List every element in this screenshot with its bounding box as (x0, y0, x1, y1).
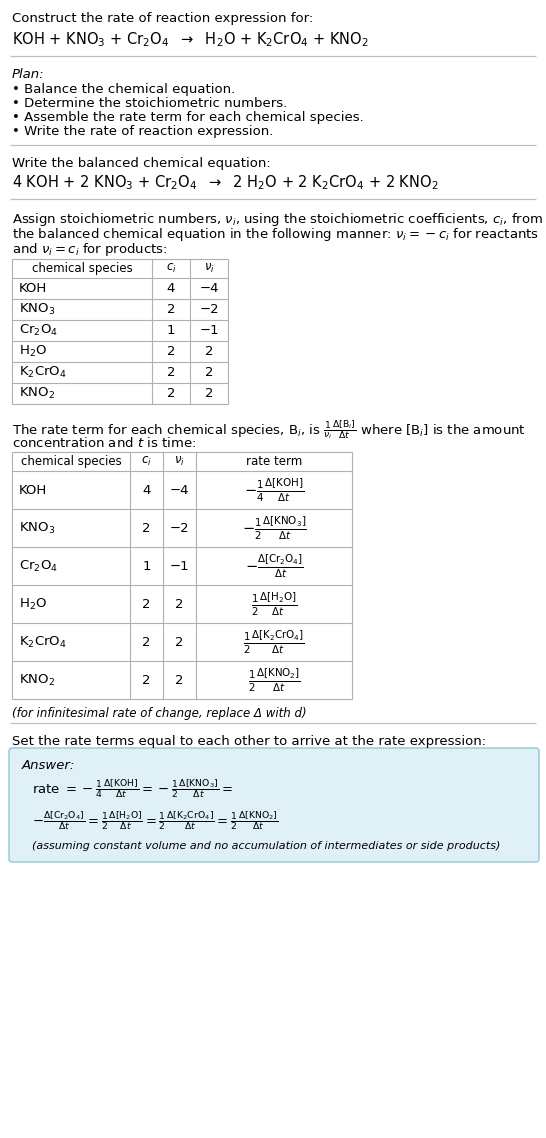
Text: $-\frac{1}{2}\frac{\Delta[\mathrm{KNO_3}]}{\Delta t}$: $-\frac{1}{2}\frac{\Delta[\mathrm{KNO_3}… (241, 514, 306, 542)
Text: Plan:: Plan: (12, 68, 45, 81)
Text: 2: 2 (205, 387, 213, 399)
Text: rate $= -\frac{1}{4}\frac{\Delta[\mathrm{KOH}]}{\Delta t} = -\frac{1}{2}\frac{\D: rate $= -\frac{1}{4}\frac{\Delta[\mathrm… (32, 777, 233, 800)
Text: 1: 1 (167, 324, 175, 337)
Text: concentration and $t$ is time:: concentration and $t$ is time: (12, 436, 196, 450)
Text: Set the rate terms equal to each other to arrive at the rate expression:: Set the rate terms equal to each other t… (12, 735, 486, 748)
Text: 2: 2 (167, 345, 175, 358)
Text: the balanced chemical equation in the following manner: $\nu_i = -c_i$ for react: the balanced chemical equation in the fo… (12, 226, 539, 244)
Text: 4: 4 (167, 282, 175, 295)
Text: 2: 2 (175, 674, 184, 686)
Text: $-\frac{\Delta[\mathrm{Cr_2O_4}]}{\Delta t}$: $-\frac{\Delta[\mathrm{Cr_2O_4}]}{\Delta… (245, 552, 304, 579)
Text: −1: −1 (199, 324, 219, 337)
Text: rate term: rate term (246, 455, 302, 468)
Text: 2: 2 (167, 303, 175, 316)
Text: $\frac{1}{2}\frac{\Delta[\mathrm{H_2O}]}{\Delta t}$: $\frac{1}{2}\frac{\Delta[\mathrm{H_2O}]}… (251, 591, 297, 618)
FancyBboxPatch shape (9, 748, 539, 861)
Text: $\frac{1}{2}\frac{\Delta[\mathrm{KNO_2}]}{\Delta t}$: $\frac{1}{2}\frac{\Delta[\mathrm{KNO_2}]… (248, 666, 300, 694)
Text: 2: 2 (167, 387, 175, 399)
Text: KNO$_3$: KNO$_3$ (19, 520, 55, 536)
Text: chemical species: chemical species (32, 262, 132, 275)
Text: $-\frac{\Delta[\mathrm{Cr_2O_4}]}{\Delta t} = \frac{1}{2}\frac{\Delta[\mathrm{H_: $-\frac{\Delta[\mathrm{Cr_2O_4}]}{\Delta… (32, 809, 278, 832)
Text: KOH: KOH (19, 484, 48, 496)
Text: 2: 2 (205, 366, 213, 379)
Text: Answer:: Answer: (22, 759, 75, 772)
Text: Assign stoichiometric numbers, $\nu_i$, using the stoichiometric coefficients, $: Assign stoichiometric numbers, $\nu_i$, … (12, 211, 543, 228)
Text: 2: 2 (167, 366, 175, 379)
Text: • Assemble the rate term for each chemical species.: • Assemble the rate term for each chemic… (12, 112, 364, 124)
Text: and $\nu_i = c_i$ for products:: and $\nu_i = c_i$ for products: (12, 241, 168, 258)
Text: chemical species: chemical species (21, 455, 121, 468)
Text: $c_i$: $c_i$ (165, 262, 176, 275)
Text: 2: 2 (143, 635, 151, 649)
Text: H$_2$O: H$_2$O (19, 344, 47, 360)
Text: KNO$_2$: KNO$_2$ (19, 673, 55, 687)
Text: 2: 2 (205, 345, 213, 358)
Text: KOH: KOH (19, 282, 48, 295)
Text: $-\frac{1}{4}\frac{\Delta[\mathrm{KOH}]}{\Delta t}$: $-\frac{1}{4}\frac{\Delta[\mathrm{KOH}]}… (244, 477, 304, 504)
Text: (for infinitesimal rate of change, replace Δ with d): (for infinitesimal rate of change, repla… (12, 707, 307, 720)
Text: $c_i$: $c_i$ (141, 455, 152, 468)
Text: KOH + KNO$_3$ + Cr$_2$O$_4$  $\rightarrow$  H$_2$O + K$_2$CrO$_4$ + KNO$_2$: KOH + KNO$_3$ + Cr$_2$O$_4$ $\rightarrow… (12, 30, 369, 49)
Text: −4: −4 (170, 484, 189, 496)
Text: 1: 1 (143, 560, 151, 572)
Text: • Balance the chemical equation.: • Balance the chemical equation. (12, 83, 235, 96)
Text: • Write the rate of reaction expression.: • Write the rate of reaction expression. (12, 125, 274, 138)
Text: −1: −1 (170, 560, 189, 572)
Text: $\nu_i$: $\nu_i$ (174, 455, 185, 468)
Text: 2: 2 (175, 635, 184, 649)
Text: −2: −2 (170, 521, 189, 535)
Text: 4 KOH + 2 KNO$_3$ + Cr$_2$O$_4$  $\rightarrow$  2 H$_2$O + 2 K$_2$CrO$_4$ + 2 KN: 4 KOH + 2 KNO$_3$ + Cr$_2$O$_4$ $\righta… (12, 173, 438, 191)
Text: 4: 4 (143, 484, 151, 496)
Text: Cr$_2$O$_4$: Cr$_2$O$_4$ (19, 559, 58, 574)
Text: $\frac{1}{2}\frac{\Delta[\mathrm{K_2CrO_4}]}{\Delta t}$: $\frac{1}{2}\frac{\Delta[\mathrm{K_2CrO_… (244, 628, 305, 655)
Text: $\nu_i$: $\nu_i$ (204, 262, 215, 275)
Text: 2: 2 (143, 597, 151, 610)
Text: • Determine the stoichiometric numbers.: • Determine the stoichiometric numbers. (12, 97, 287, 110)
Text: Cr$_2$O$_4$: Cr$_2$O$_4$ (19, 323, 58, 338)
Text: Construct the rate of reaction expression for:: Construct the rate of reaction expressio… (12, 13, 313, 25)
Text: −4: −4 (199, 282, 219, 295)
Text: K$_2$CrO$_4$: K$_2$CrO$_4$ (19, 635, 67, 650)
Text: 2: 2 (143, 521, 151, 535)
Text: 2: 2 (143, 674, 151, 686)
Text: 2: 2 (175, 597, 184, 610)
Text: The rate term for each chemical species, B$_i$, is $\frac{1}{\nu_i}\frac{\Delta[: The rate term for each chemical species,… (12, 418, 526, 440)
Text: −2: −2 (199, 303, 219, 316)
Text: H$_2$O: H$_2$O (19, 596, 47, 611)
Text: (assuming constant volume and no accumulation of intermediates or side products): (assuming constant volume and no accumul… (32, 841, 500, 851)
Text: KNO$_3$: KNO$_3$ (19, 302, 55, 318)
Text: K$_2$CrO$_4$: K$_2$CrO$_4$ (19, 365, 67, 380)
Text: KNO$_2$: KNO$_2$ (19, 386, 55, 401)
Text: Write the balanced chemical equation:: Write the balanced chemical equation: (12, 157, 271, 170)
